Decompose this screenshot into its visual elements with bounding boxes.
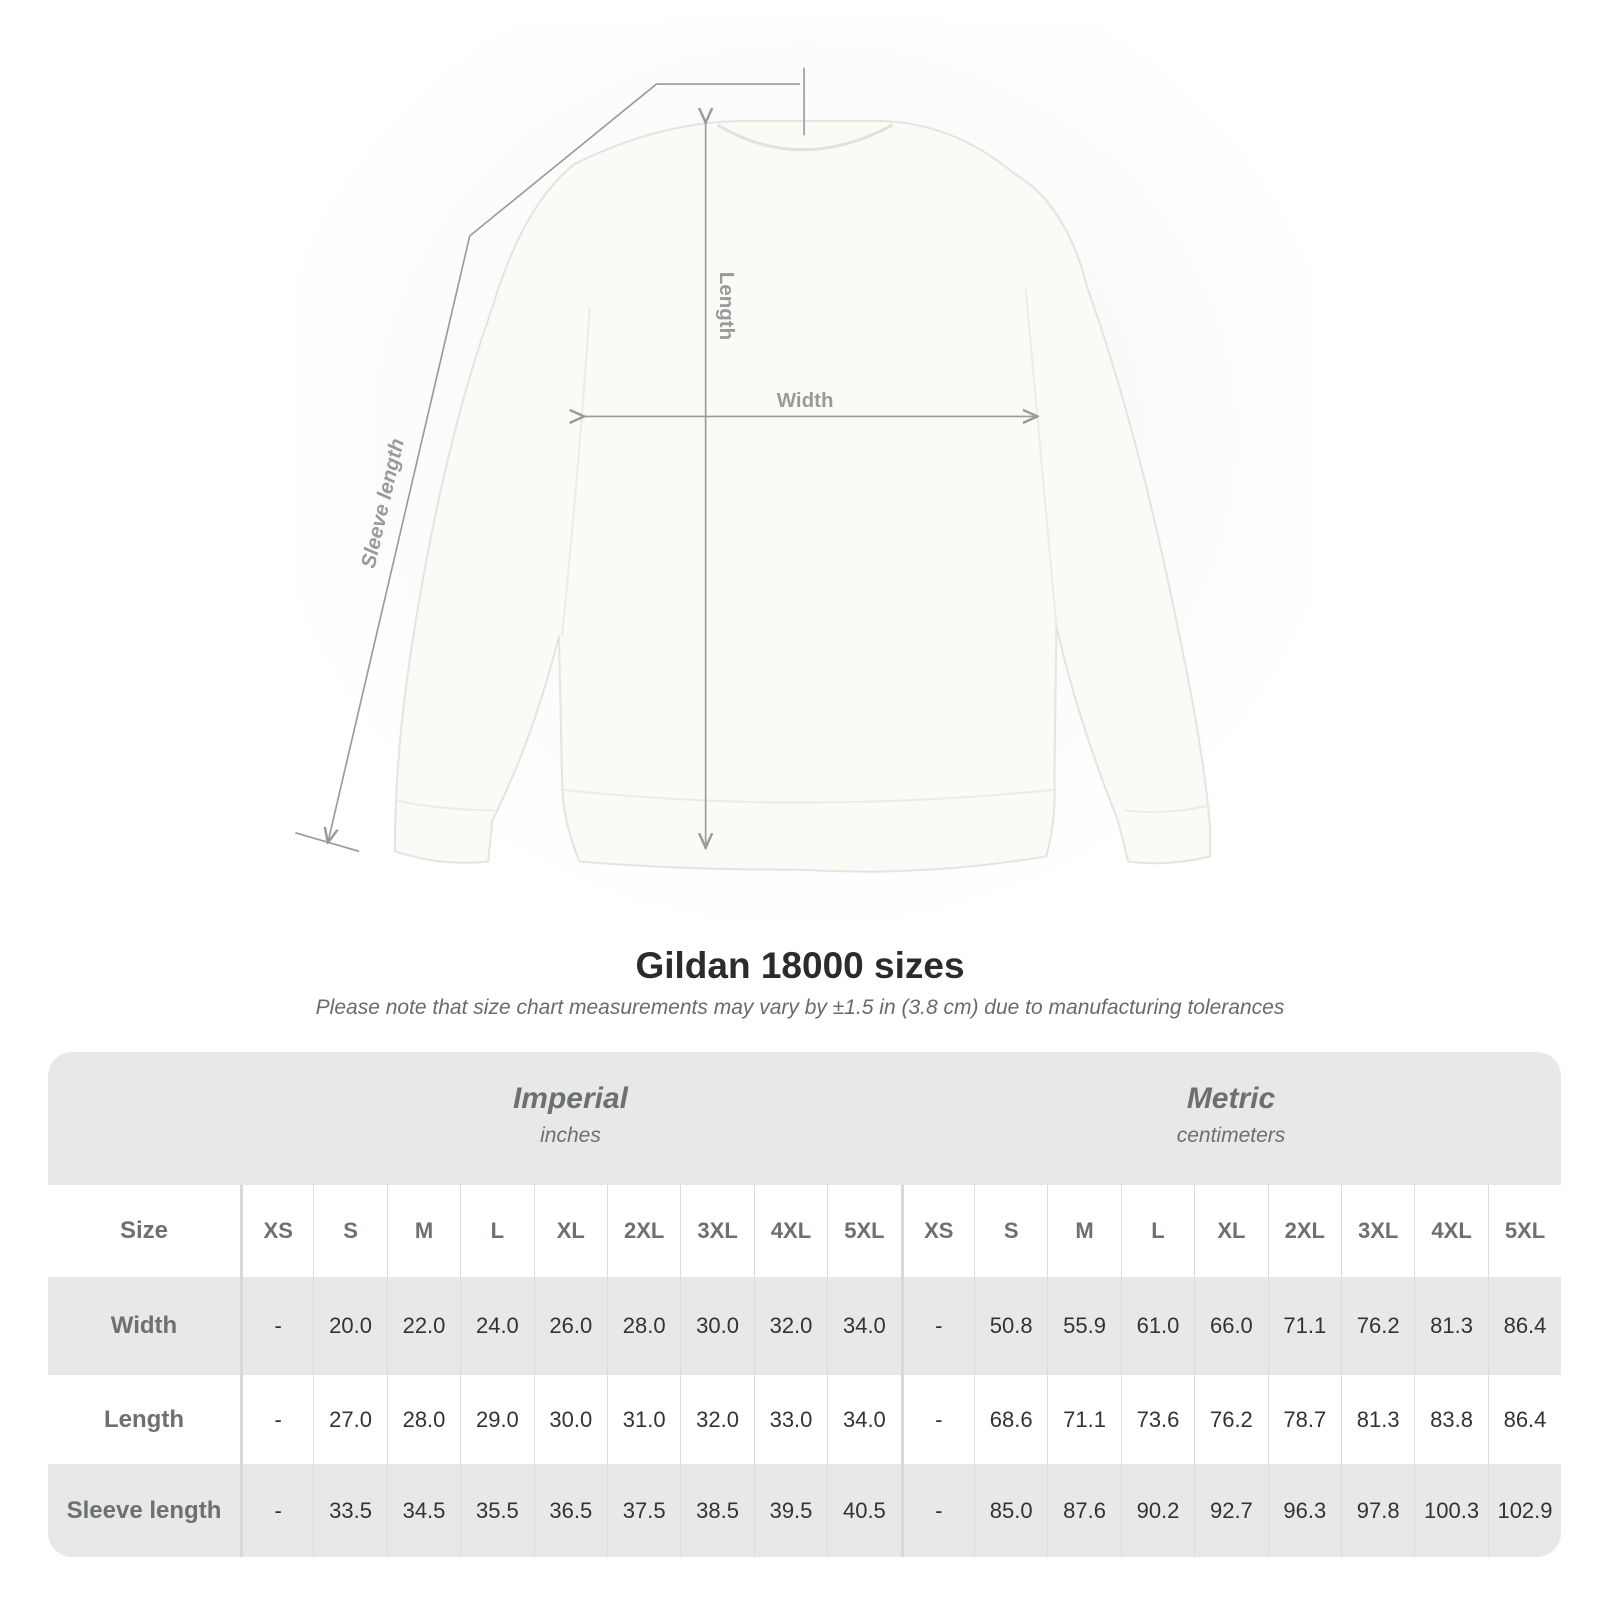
- metric-value-cell: 61.0: [1120, 1277, 1194, 1375]
- imperial-value-cell: 27.0: [313, 1375, 386, 1464]
- metric-value-cell: 85.0: [974, 1464, 1047, 1557]
- imperial-size-header: L: [460, 1185, 533, 1277]
- metric-value-cell: 102.9: [1487, 1464, 1561, 1557]
- metric-value-cell: 81.3: [1414, 1277, 1487, 1375]
- sweatshirt-image: [393, 119, 1212, 873]
- imperial-value-cell: 30.0: [680, 1277, 753, 1375]
- imperial-value-cell: -: [240, 1277, 313, 1375]
- imperial-value-cell: 28.0: [607, 1277, 680, 1375]
- tolerance-note: Please note that size chart measurements…: [315, 996, 1285, 1019]
- imperial-value-cell: 34.0: [827, 1375, 900, 1464]
- metric-value-cell: 86.4: [1487, 1375, 1561, 1464]
- imperial-title: Imperial: [512, 1082, 629, 1115]
- imperial-value-cell: 35.5: [460, 1464, 533, 1557]
- metric-value-cell: 81.3: [1341, 1375, 1414, 1464]
- imperial-size-header: XS: [240, 1185, 313, 1277]
- imperial-size-header: XL: [533, 1185, 607, 1277]
- imperial-value-cell: 32.0: [680, 1375, 753, 1464]
- imperial-value-cell: 34.5: [386, 1464, 460, 1557]
- header-band: [48, 1052, 1561, 1185]
- imperial-value-cell: 26.0: [533, 1277, 607, 1375]
- metric-value-cell: 87.6: [1047, 1464, 1120, 1557]
- row-band-width: [48, 1277, 1561, 1375]
- imperial-value-cell: 34.0: [827, 1277, 900, 1375]
- imperial-value-cell: 29.0: [460, 1375, 533, 1464]
- metric-value-cell: 86.4: [1487, 1277, 1561, 1375]
- metric-title: Metric: [1186, 1082, 1276, 1115]
- metric-header: Metric centimeters: [901, 1052, 1561, 1185]
- metric-size-header: 3XL: [1341, 1185, 1414, 1277]
- metric-size-header: M: [1047, 1185, 1120, 1277]
- imperial-value-cell: 33.5: [313, 1464, 386, 1557]
- metric-value-cell: -: [900, 1277, 974, 1375]
- metric-size-header: XS: [900, 1185, 974, 1277]
- sleeve-measure-line: [328, 83, 800, 841]
- metric-value-cell: 50.8: [974, 1277, 1047, 1375]
- metric-size-header: 2XL: [1267, 1185, 1341, 1277]
- metric-unit: centimeters: [1176, 1124, 1286, 1147]
- metric-value-cell: 66.0: [1194, 1277, 1267, 1375]
- imperial-size-header: 4XL: [753, 1185, 827, 1277]
- metric-value-cell: 76.2: [1341, 1277, 1414, 1375]
- metric-value-cell: 76.2: [1194, 1375, 1267, 1464]
- imperial-size-header: S: [313, 1185, 386, 1277]
- metric-value-cell: 83.8: [1414, 1375, 1487, 1464]
- imperial-size-header: 5XL: [827, 1185, 900, 1277]
- metric-size-header: 4XL: [1414, 1185, 1487, 1277]
- imperial-size-header: 3XL: [680, 1185, 753, 1277]
- metric-size-header: L: [1120, 1185, 1194, 1277]
- length-label: Length: [715, 272, 738, 340]
- row-label: Sleeve length: [66, 1496, 222, 1524]
- metric-value-cell: 100.3: [1414, 1464, 1487, 1557]
- imperial-value-cell: 38.5: [680, 1464, 753, 1557]
- imperial-value-cell: 33.0: [753, 1375, 827, 1464]
- imperial-value-cell: 28.0: [386, 1375, 460, 1464]
- imperial-size-header: M: [386, 1185, 460, 1277]
- imperial-unit: inches: [540, 1124, 601, 1147]
- metric-size-header: 5XL: [1487, 1185, 1561, 1277]
- metric-value-cell: 55.9: [1047, 1277, 1120, 1375]
- metric-size-header: S: [974, 1185, 1047, 1277]
- metric-size-header: XL: [1194, 1185, 1267, 1277]
- imperial-value-cell: 39.5: [753, 1464, 827, 1557]
- metric-value-cell: 68.6: [974, 1375, 1047, 1464]
- metric-value-cell: -: [900, 1464, 974, 1557]
- imperial-value-cell: 37.5: [607, 1464, 680, 1557]
- metric-value-cell: 78.7: [1267, 1375, 1341, 1464]
- metric-value-cell: 71.1: [1267, 1277, 1341, 1375]
- imperial-value-cell: 22.0: [386, 1277, 460, 1375]
- metric-value-cell: 92.7: [1194, 1464, 1267, 1557]
- metric-value-cell: 73.6: [1120, 1375, 1194, 1464]
- metric-value-cell: 71.1: [1047, 1375, 1120, 1464]
- imperial-value-cell: 30.0: [533, 1375, 607, 1464]
- chart-title: Gildan 18000 sizes: [635, 945, 965, 986]
- metric-value-cell: 90.2: [1120, 1464, 1194, 1557]
- row-band-sleeve: [48, 1464, 1561, 1557]
- sleeve-measure-bottom-tick: [295, 832, 360, 853]
- width-label: Width: [777, 389, 834, 412]
- size-header-label: Size: [119, 1217, 169, 1244]
- imperial-header: Imperial inches: [240, 1052, 901, 1185]
- imperial-value-cell: 32.0: [753, 1277, 827, 1375]
- imperial-value-cell: 31.0: [607, 1375, 680, 1464]
- metric-value-cell: 97.8: [1341, 1464, 1414, 1557]
- metric-value-cell: -: [900, 1375, 974, 1464]
- imperial-size-header: 2XL: [607, 1185, 680, 1277]
- row-label: Length: [104, 1405, 184, 1433]
- size-table: Imperial inches Metric centimeters Size X…: [48, 1052, 1561, 1557]
- imperial-value-cell: 20.0: [313, 1277, 386, 1375]
- metric-value-cell: 96.3: [1267, 1464, 1341, 1557]
- imperial-value-cell: 40.5: [827, 1464, 900, 1557]
- row-label: Width: [110, 1312, 178, 1339]
- imperial-value-cell: 36.5: [533, 1464, 607, 1557]
- imperial-value-cell: -: [240, 1375, 313, 1464]
- imperial-value-cell: 24.0: [460, 1277, 533, 1375]
- imperial-value-cell: -: [240, 1464, 313, 1557]
